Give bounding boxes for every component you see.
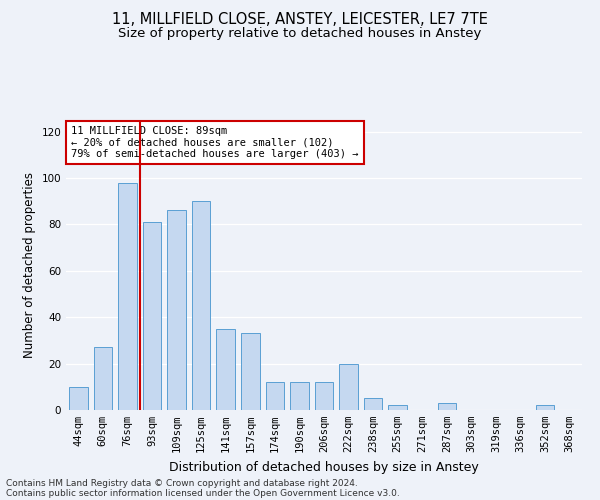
Bar	[290, 382, 308, 410]
Bar	[340, 364, 358, 410]
Bar	[94, 348, 112, 410]
Text: Contains HM Land Registry data © Crown copyright and database right 2024.: Contains HM Land Registry data © Crown c…	[6, 478, 358, 488]
Bar	[143, 222, 161, 410]
Bar	[118, 182, 137, 410]
Bar	[364, 398, 382, 410]
Y-axis label: Number of detached properties: Number of detached properties	[23, 172, 36, 358]
Bar	[266, 382, 284, 410]
Bar	[69, 387, 88, 410]
Bar	[241, 334, 260, 410]
Text: 11, MILLFIELD CLOSE, ANSTEY, LEICESTER, LE7 7TE: 11, MILLFIELD CLOSE, ANSTEY, LEICESTER, …	[112, 12, 488, 28]
Bar	[167, 210, 186, 410]
Bar	[192, 201, 211, 410]
X-axis label: Distribution of detached houses by size in Anstey: Distribution of detached houses by size …	[169, 460, 479, 473]
Bar	[315, 382, 333, 410]
Text: Size of property relative to detached houses in Anstey: Size of property relative to detached ho…	[118, 28, 482, 40]
Bar	[389, 406, 407, 410]
Text: Contains public sector information licensed under the Open Government Licence v3: Contains public sector information licen…	[6, 488, 400, 498]
Bar	[536, 406, 554, 410]
Bar	[437, 403, 456, 410]
Text: 11 MILLFIELD CLOSE: 89sqm
← 20% of detached houses are smaller (102)
79% of semi: 11 MILLFIELD CLOSE: 89sqm ← 20% of detac…	[71, 126, 359, 159]
Bar	[217, 329, 235, 410]
